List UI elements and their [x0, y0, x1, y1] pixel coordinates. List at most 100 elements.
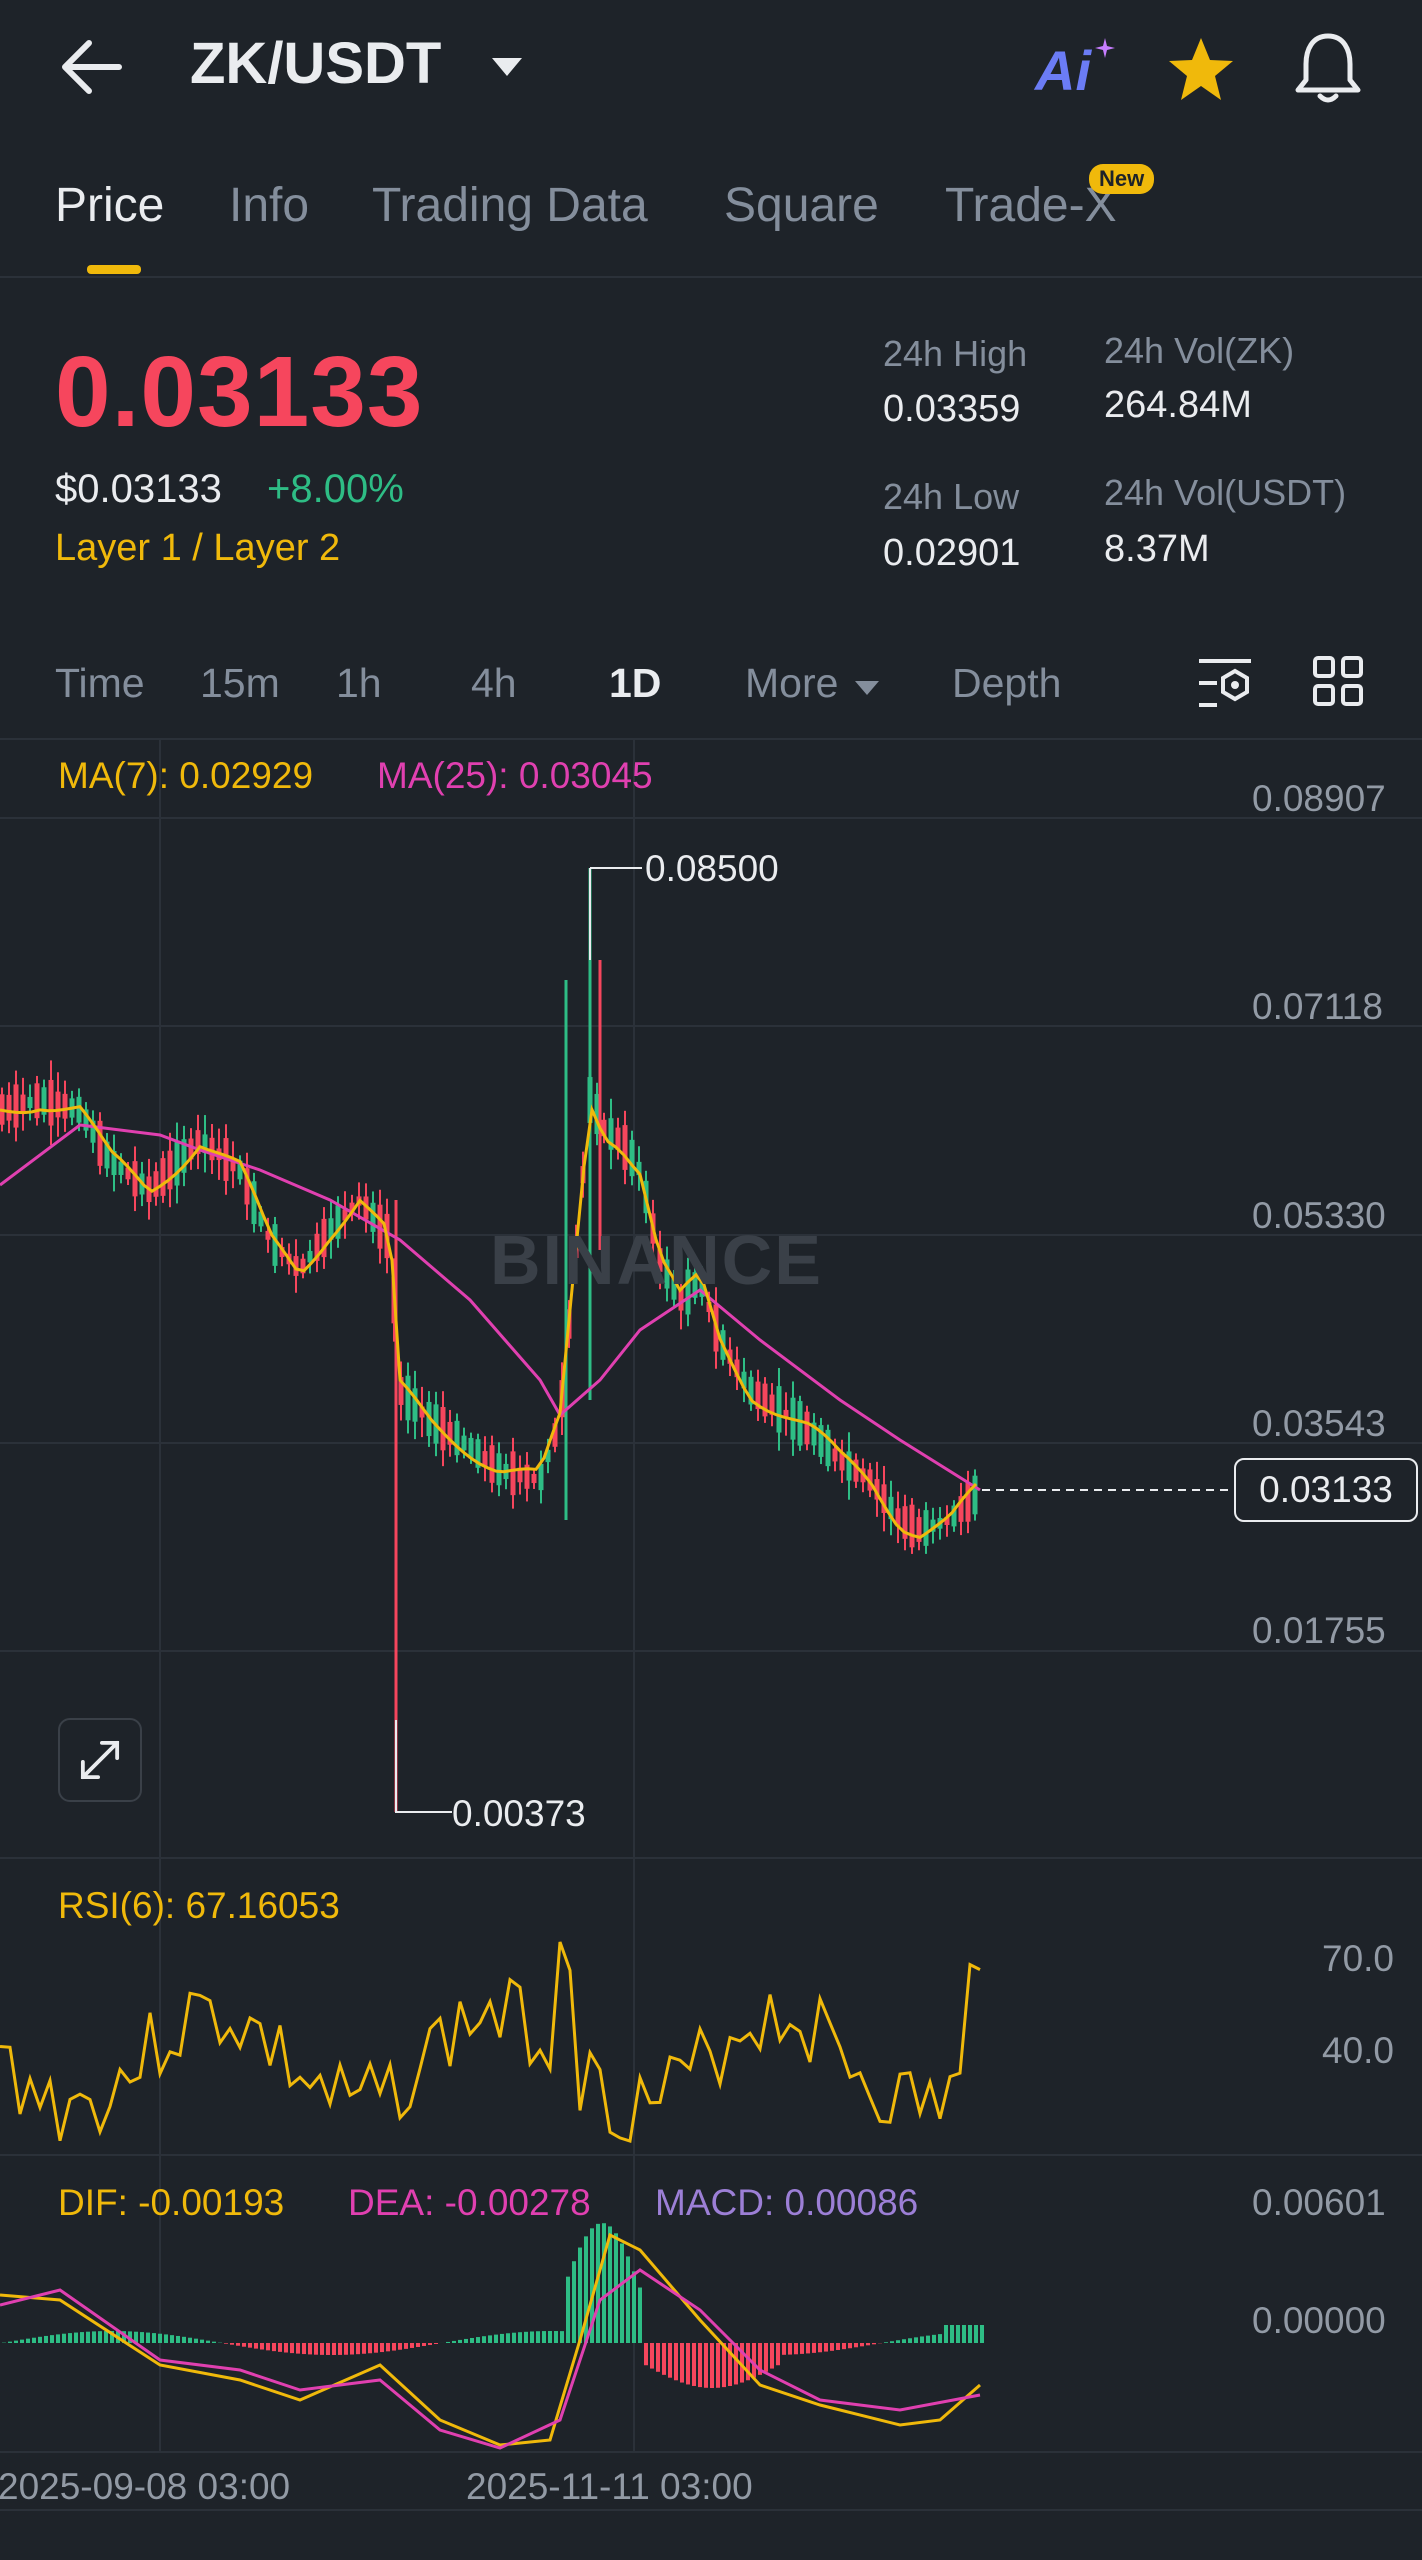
caret-down-icon	[854, 681, 879, 695]
macd-bar	[464, 2338, 468, 2343]
candle-body	[804, 1411, 810, 1445]
candle-body	[748, 1376, 754, 1405]
dif-line	[0, 2232, 981, 2447]
candle-body	[6, 1094, 12, 1121]
candle-body	[265, 1230, 271, 1240]
high-label: 24h High	[883, 333, 1028, 374]
candle-body	[160, 1158, 166, 1196]
candle-body	[181, 1139, 187, 1173]
macd-bar	[512, 2332, 516, 2343]
layout-grid-button[interactable]	[1312, 655, 1364, 707]
macd-bar	[392, 2343, 396, 2351]
candle-body	[706, 1301, 712, 1313]
macd-bar	[794, 2343, 798, 2355]
macd-bar	[236, 2343, 240, 2346]
tab-price[interactable]: Price	[55, 179, 165, 232]
macd-bar	[692, 2343, 696, 2386]
candle-body	[202, 1134, 208, 1154]
date-axis-label: 2025-11-11 03:00	[466, 2466, 753, 2507]
macd-bar	[68, 2333, 72, 2343]
macd-bar	[680, 2343, 684, 2383]
macd-bar	[290, 2343, 294, 2354]
macd-bar	[494, 2334, 498, 2343]
tf-time[interactable]: Time	[55, 660, 145, 706]
macd-bar	[728, 2343, 732, 2386]
tab-square[interactable]: Square	[724, 179, 879, 232]
candle-body	[783, 1409, 789, 1419]
macd-bar	[524, 2331, 528, 2343]
candle-body	[475, 1439, 481, 1468]
candle-body	[846, 1451, 852, 1481]
macd-bar	[38, 2336, 42, 2343]
candle-body	[685, 1269, 691, 1315]
pair-selector[interactable]: ZK/USDT	[190, 30, 550, 110]
chart-settings-button[interactable]	[1195, 655, 1255, 711]
active-tab-indicator	[87, 265, 141, 274]
category-tag[interactable]: Layer 1 / Layer 2	[55, 527, 341, 569]
macd-bar	[320, 2343, 324, 2355]
candle-body	[538, 1463, 544, 1491]
tf-depth[interactable]: Depth	[952, 660, 1062, 706]
binance-watermark: BINANCE	[490, 1221, 823, 1299]
back-arrow-icon	[62, 40, 122, 94]
macd-bar	[224, 2343, 228, 2344]
macd-bar	[80, 2332, 84, 2343]
candle-body	[608, 1118, 614, 1150]
candle-body	[762, 1383, 768, 1417]
candle-body	[370, 1202, 376, 1232]
rsi-line	[0, 1941, 981, 2144]
tab-trade-x[interactable]: Trade-X	[945, 179, 1117, 232]
macd-bar	[26, 2338, 30, 2343]
back-button[interactable]	[55, 32, 135, 102]
macd-bar	[386, 2343, 390, 2352]
candle-body	[930, 1519, 936, 1532]
macd-bar	[242, 2343, 246, 2347]
macd-bar	[44, 2335, 48, 2343]
macd-bar	[482, 2336, 486, 2343]
macd-bar	[866, 2343, 870, 2346]
alerts-button[interactable]	[1292, 30, 1364, 106]
macd-bar	[314, 2343, 318, 2355]
macd-bar	[662, 2343, 666, 2375]
candle-body	[692, 1272, 698, 1298]
macd-bar	[620, 2243, 624, 2343]
ai-button[interactable]: Ai	[1035, 38, 1115, 108]
macd-bar	[86, 2331, 90, 2343]
tab-info[interactable]: Info	[229, 179, 310, 232]
candle-body	[517, 1467, 523, 1483]
candle-body	[489, 1445, 495, 1483]
macd-bar	[506, 2333, 510, 2343]
macd-bar	[704, 2343, 708, 2388]
tab-trading-data[interactable]: Trading Data	[372, 179, 648, 232]
tf-4h[interactable]: 4h	[471, 660, 517, 706]
tf-15m[interactable]: 15m	[200, 660, 280, 706]
tf-1h[interactable]: 1h	[336, 660, 382, 706]
favorite-button[interactable]	[1165, 34, 1237, 106]
macd-bar	[854, 2343, 858, 2348]
macd-bar	[278, 2343, 282, 2352]
macd-bar	[14, 2340, 18, 2343]
candle-body	[797, 1401, 803, 1446]
macd-bar	[974, 2325, 978, 2343]
macd-bar	[248, 2343, 252, 2348]
expand-icon	[80, 1740, 120, 1780]
macd-bar	[890, 2341, 894, 2343]
tf-more[interactable]: More	[745, 660, 881, 707]
vol-zk-value: 264.84M	[1104, 384, 1252, 426]
macd-bar	[332, 2343, 336, 2355]
macd-bar	[338, 2343, 342, 2355]
candle-body	[741, 1371, 747, 1389]
candle-body	[41, 1087, 47, 1115]
vol-usdt-value: 8.37M	[1104, 528, 1210, 570]
candle-body	[468, 1437, 474, 1459]
macd-bar	[92, 2331, 96, 2343]
fullscreen-button[interactable]	[58, 1718, 142, 1802]
price-change: +8.00%	[267, 467, 404, 511]
macd-bar	[764, 2343, 768, 2372]
price-usd: $0.03133	[55, 467, 222, 511]
macd-bar	[578, 2247, 582, 2343]
macd-bar	[500, 2333, 504, 2343]
candle-body	[293, 1256, 299, 1276]
tf-1d[interactable]: 1D	[609, 660, 662, 706]
